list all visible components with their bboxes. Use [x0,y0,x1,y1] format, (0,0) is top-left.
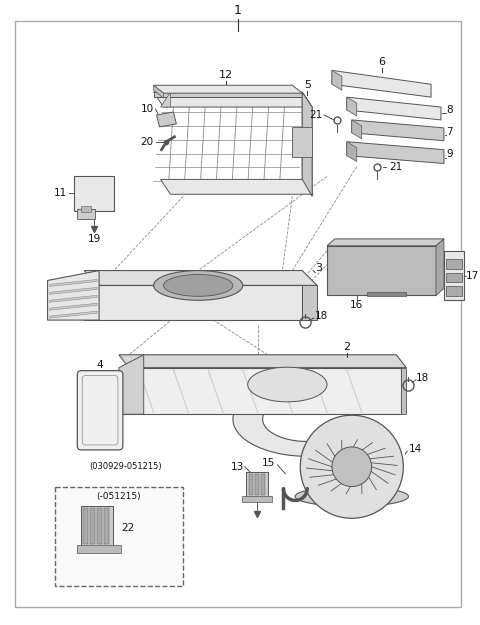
Bar [90,508,95,544]
Bar [446,272,462,282]
Text: (-051215): (-051215) [96,492,141,501]
Text: 3: 3 [315,262,322,272]
Polygon shape [332,71,431,97]
Text: (030929-051215): (030929-051215) [89,462,162,471]
Polygon shape [302,92,312,196]
Text: 18: 18 [416,372,430,382]
Bar [77,545,121,553]
Polygon shape [49,288,97,294]
Bar [255,474,259,496]
Circle shape [300,415,403,518]
Bar [81,206,91,212]
Polygon shape [119,368,401,414]
Bar [97,508,102,544]
Polygon shape [49,279,97,286]
Polygon shape [347,142,444,164]
Polygon shape [74,176,114,211]
Polygon shape [347,97,357,116]
Bar [242,496,272,502]
Polygon shape [401,368,406,414]
Bar [446,259,462,269]
Polygon shape [154,85,164,98]
Polygon shape [302,92,312,196]
Text: 21: 21 [309,110,322,120]
Bar [104,508,109,544]
Bar [446,286,462,296]
Polygon shape [154,92,302,97]
Bar [446,259,462,269]
Text: 20: 20 [141,137,154,147]
Polygon shape [160,92,170,107]
Polygon shape [49,296,97,302]
Polygon shape [154,92,312,107]
Text: 11: 11 [54,188,67,198]
Ellipse shape [295,487,408,506]
Bar [77,209,95,219]
Text: 1: 1 [234,4,242,18]
Polygon shape [49,303,97,310]
Bar [261,474,264,496]
Circle shape [332,447,372,487]
Text: 17: 17 [466,271,479,281]
Text: 2: 2 [343,342,350,352]
Text: 13: 13 [230,462,244,472]
Polygon shape [352,120,444,141]
Polygon shape [327,239,444,246]
Ellipse shape [154,271,243,300]
Text: 7: 7 [446,127,453,137]
Polygon shape [84,286,302,320]
Bar [55,487,183,586]
Polygon shape [48,271,99,320]
Text: 5: 5 [304,80,311,90]
Polygon shape [352,120,362,139]
Text: 8: 8 [446,105,453,115]
Polygon shape [302,286,317,320]
Bar [83,508,88,544]
Text: 22: 22 [121,523,134,533]
Text: 19: 19 [87,234,101,244]
Bar [367,292,406,296]
Text: 15: 15 [262,458,276,468]
Polygon shape [160,179,313,194]
Polygon shape [154,85,302,93]
Ellipse shape [248,367,327,402]
Polygon shape [119,355,406,367]
Polygon shape [444,251,464,300]
Polygon shape [332,71,342,90]
Bar [249,474,252,496]
FancyBboxPatch shape [77,371,123,450]
Bar [81,506,113,546]
Text: 14: 14 [409,444,422,454]
Polygon shape [347,97,441,120]
Text: 9: 9 [446,149,453,159]
Polygon shape [119,355,144,414]
Text: 4: 4 [97,360,103,370]
Bar [246,472,267,498]
Polygon shape [436,239,444,296]
Polygon shape [49,311,97,318]
Text: 18: 18 [315,311,328,321]
Polygon shape [84,271,317,286]
Text: 6: 6 [378,58,385,68]
Polygon shape [292,127,312,157]
Polygon shape [327,246,436,296]
Polygon shape [347,142,357,161]
Polygon shape [233,382,378,456]
Text: 16: 16 [350,300,363,310]
Text: 10: 10 [141,104,154,114]
Bar [446,286,462,296]
Polygon shape [156,112,176,127]
Ellipse shape [164,274,233,296]
Bar [446,272,462,282]
Text: 12: 12 [219,71,233,81]
Text: 21: 21 [389,161,403,171]
